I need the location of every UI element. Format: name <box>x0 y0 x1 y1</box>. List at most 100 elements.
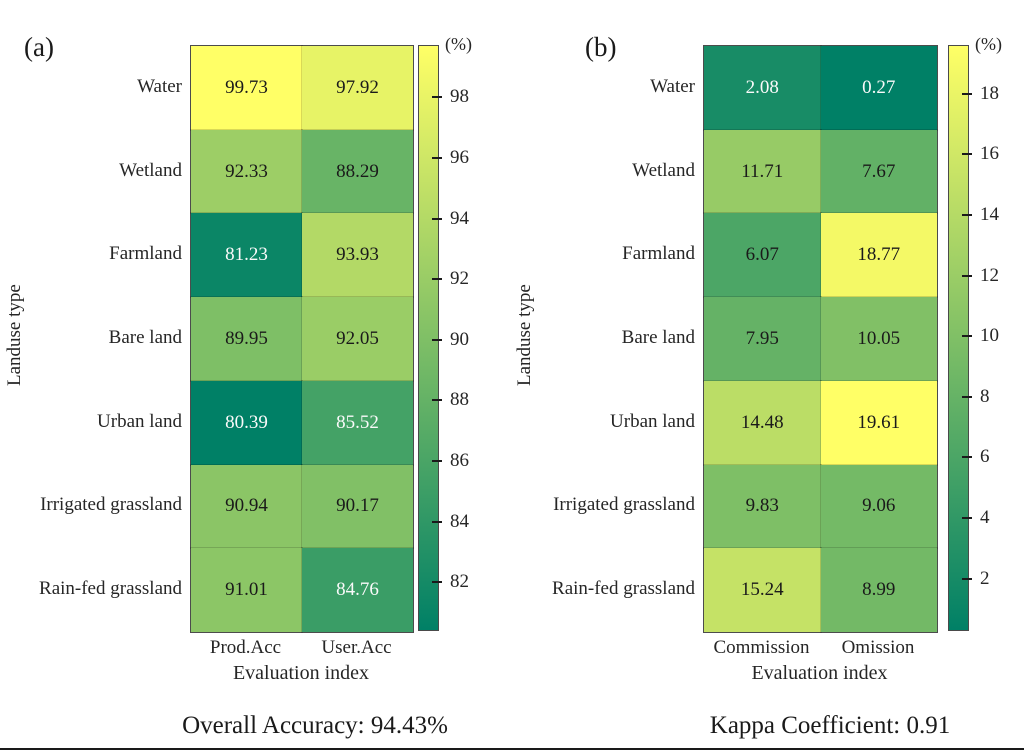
colorbar-tick-label: 4 <box>980 506 990 528</box>
panel-a-colorbar-ticks: 98 96 94 92 90 88 86 84 82 <box>418 45 488 631</box>
row-label: Wetland <box>632 159 695 181</box>
row-label: Irrigated grassland <box>553 494 695 516</box>
colorbar-tick-mark <box>432 399 442 402</box>
heatmap-cell: 99.73 <box>190 45 303 131</box>
colorbar-tick-mark <box>432 157 442 160</box>
heatmap-cell: 85.52 <box>301 379 414 466</box>
panel-a-colorbar-unit: (%) <box>445 34 472 54</box>
colorbar-tick-label: 92 <box>450 268 469 290</box>
row-label: Farmland <box>622 243 695 265</box>
row-label: Rain-fed grassland <box>39 578 182 600</box>
row-label: Wetland <box>119 159 182 181</box>
heatmap-cell: 91.01 <box>190 547 303 633</box>
heatmap-cell: 9.83 <box>703 463 822 550</box>
panel-b-footer-kappa-coefficient: Kappa Coefficient: 0.91 <box>709 712 951 739</box>
panel-a-row-labels: Water Wetland Farmland Bare land Urban land I… <box>22 45 182 631</box>
colorbar-tick-label: 96 <box>450 147 469 169</box>
heatmap-cell: 0.27 <box>819 45 938 131</box>
row-label: Bare land <box>621 327 695 348</box>
colorbar-tick-label: 86 <box>450 450 469 472</box>
heatmap-cell: 7.95 <box>703 296 822 382</box>
panel-a-column-label-prod-acc: Prod.Acc <box>209 637 282 658</box>
heatmap-cell: 2.08 <box>703 45 822 131</box>
colorbar-tick-mark <box>432 278 442 281</box>
colorbar-tick-label: 16 <box>980 143 999 165</box>
colorbar-tick-label: 90 <box>450 328 469 350</box>
colorbar-tick-label: 94 <box>450 207 469 229</box>
row-label: Urban land <box>97 410 182 432</box>
heatmap-cell: 92.33 <box>190 128 303 215</box>
heatmap-cell: 84.76 <box>301 547 414 633</box>
panel-b-column-label-omission: Omission <box>841 637 915 658</box>
row-label: Bare land <box>108 327 182 348</box>
colorbar-tick-label: 10 <box>980 325 999 347</box>
colorbar-tick-label: 18 <box>980 82 999 104</box>
heatmap-cell: 89.95 <box>190 296 303 382</box>
panel-b-column-label-commission: Commission <box>713 637 810 658</box>
panel-b-x-axis-label: Evaluation index <box>751 662 888 684</box>
panel-b-heatmap: 2.08 0.27 11.71 7.67 6.07 18.77 7.95 10.05 14.48… <box>703 45 938 633</box>
row-label: Irrigated grassland <box>40 494 182 516</box>
colorbar-tick-label: 82 <box>450 571 469 593</box>
heatmap-cell: 81.23 <box>190 212 303 299</box>
heatmap-cell: 8.99 <box>819 547 938 633</box>
panel-b-colorbar <box>948 45 969 631</box>
panel-a-colorbar <box>418 45 439 631</box>
heatmap-cell: 9.06 <box>819 463 938 550</box>
colorbar-tick-label: 98 <box>450 86 469 108</box>
bottom-rule <box>0 748 1024 750</box>
heatmap-cell: 11.71 <box>703 128 822 215</box>
colorbar-tick-mark <box>432 460 442 463</box>
row-label: Water <box>650 75 695 97</box>
colorbar-tick-mark <box>962 153 972 156</box>
panel-a-column-label-user-acc: User.Acc <box>321 637 392 658</box>
colorbar-tick-mark <box>962 274 972 277</box>
colorbar-tick-mark <box>962 516 972 519</box>
row-label: Rain-fed grassland <box>552 578 695 600</box>
heatmap-cell: 18.77 <box>819 212 938 299</box>
heatmap-cell: 88.29 <box>301 128 414 215</box>
colorbar-tick-label: 84 <box>450 510 469 532</box>
heatmap-cell: 7.67 <box>819 128 938 215</box>
heatmap-cell: 80.39 <box>190 379 303 466</box>
panel-a-heatmap: 99.73 97.92 92.33 88.29 81.23 93.93 89.95 92.05… <box>190 45 414 633</box>
heatmap-cell: 10.05 <box>819 296 938 382</box>
heatmap-cell: 90.94 <box>190 463 303 550</box>
row-label: Water <box>137 75 182 97</box>
row-label: Urban land <box>610 410 695 432</box>
heatmap-cell: 15.24 <box>703 547 822 633</box>
colorbar-tick-mark <box>432 338 442 341</box>
heatmap-cell: 90.17 <box>301 463 414 550</box>
panel-b-colorbar-unit: (%) <box>975 34 1002 54</box>
colorbar-tick-mark <box>962 395 972 398</box>
panel-a-tag: (a) <box>24 32 54 62</box>
panel-a-x-axis-label: Evaluation index <box>232 662 370 684</box>
colorbar-tick-label: 12 <box>980 264 999 286</box>
panel-b-tag: (b) <box>585 32 617 62</box>
colorbar-tick-label: 8 <box>980 385 990 407</box>
panel-a-footer-overall-accuracy: Overall Accuracy: 94.43% <box>182 712 448 739</box>
colorbar-tick-mark <box>962 335 972 338</box>
colorbar-tick-mark <box>432 217 442 220</box>
row-label: Farmland <box>109 243 182 265</box>
colorbar-tick-mark <box>962 577 972 580</box>
colorbar-tick-mark <box>962 213 972 216</box>
colorbar-tick-mark <box>962 92 972 95</box>
colorbar-tick-label: 88 <box>450 389 469 411</box>
heatmap-cell: 92.05 <box>301 296 414 382</box>
panel-b-row-labels: Water Wetland Farmland Bare land Urban land I… <box>535 45 695 631</box>
colorbar-tick-mark <box>432 96 442 99</box>
heatmap-cell: 93.93 <box>301 212 414 299</box>
colorbar-tick-label: 6 <box>980 446 990 468</box>
panel-b-y-axis-label: Landuse type <box>514 284 535 386</box>
colorbar-tick-mark <box>962 456 972 459</box>
heatmap-cell: 14.48 <box>703 379 822 466</box>
heatmap-cell: 19.61 <box>819 379 938 466</box>
heatmap-cell: 6.07 <box>703 212 822 299</box>
colorbar-tick-label: 2 <box>980 567 990 589</box>
colorbar-tick-label: 14 <box>980 203 999 225</box>
colorbar-tick-mark <box>432 520 442 523</box>
panel-b-colorbar-ticks: 18 16 14 12 10 8 6 4 2 <box>948 45 1018 631</box>
colorbar-tick-mark <box>432 581 442 584</box>
